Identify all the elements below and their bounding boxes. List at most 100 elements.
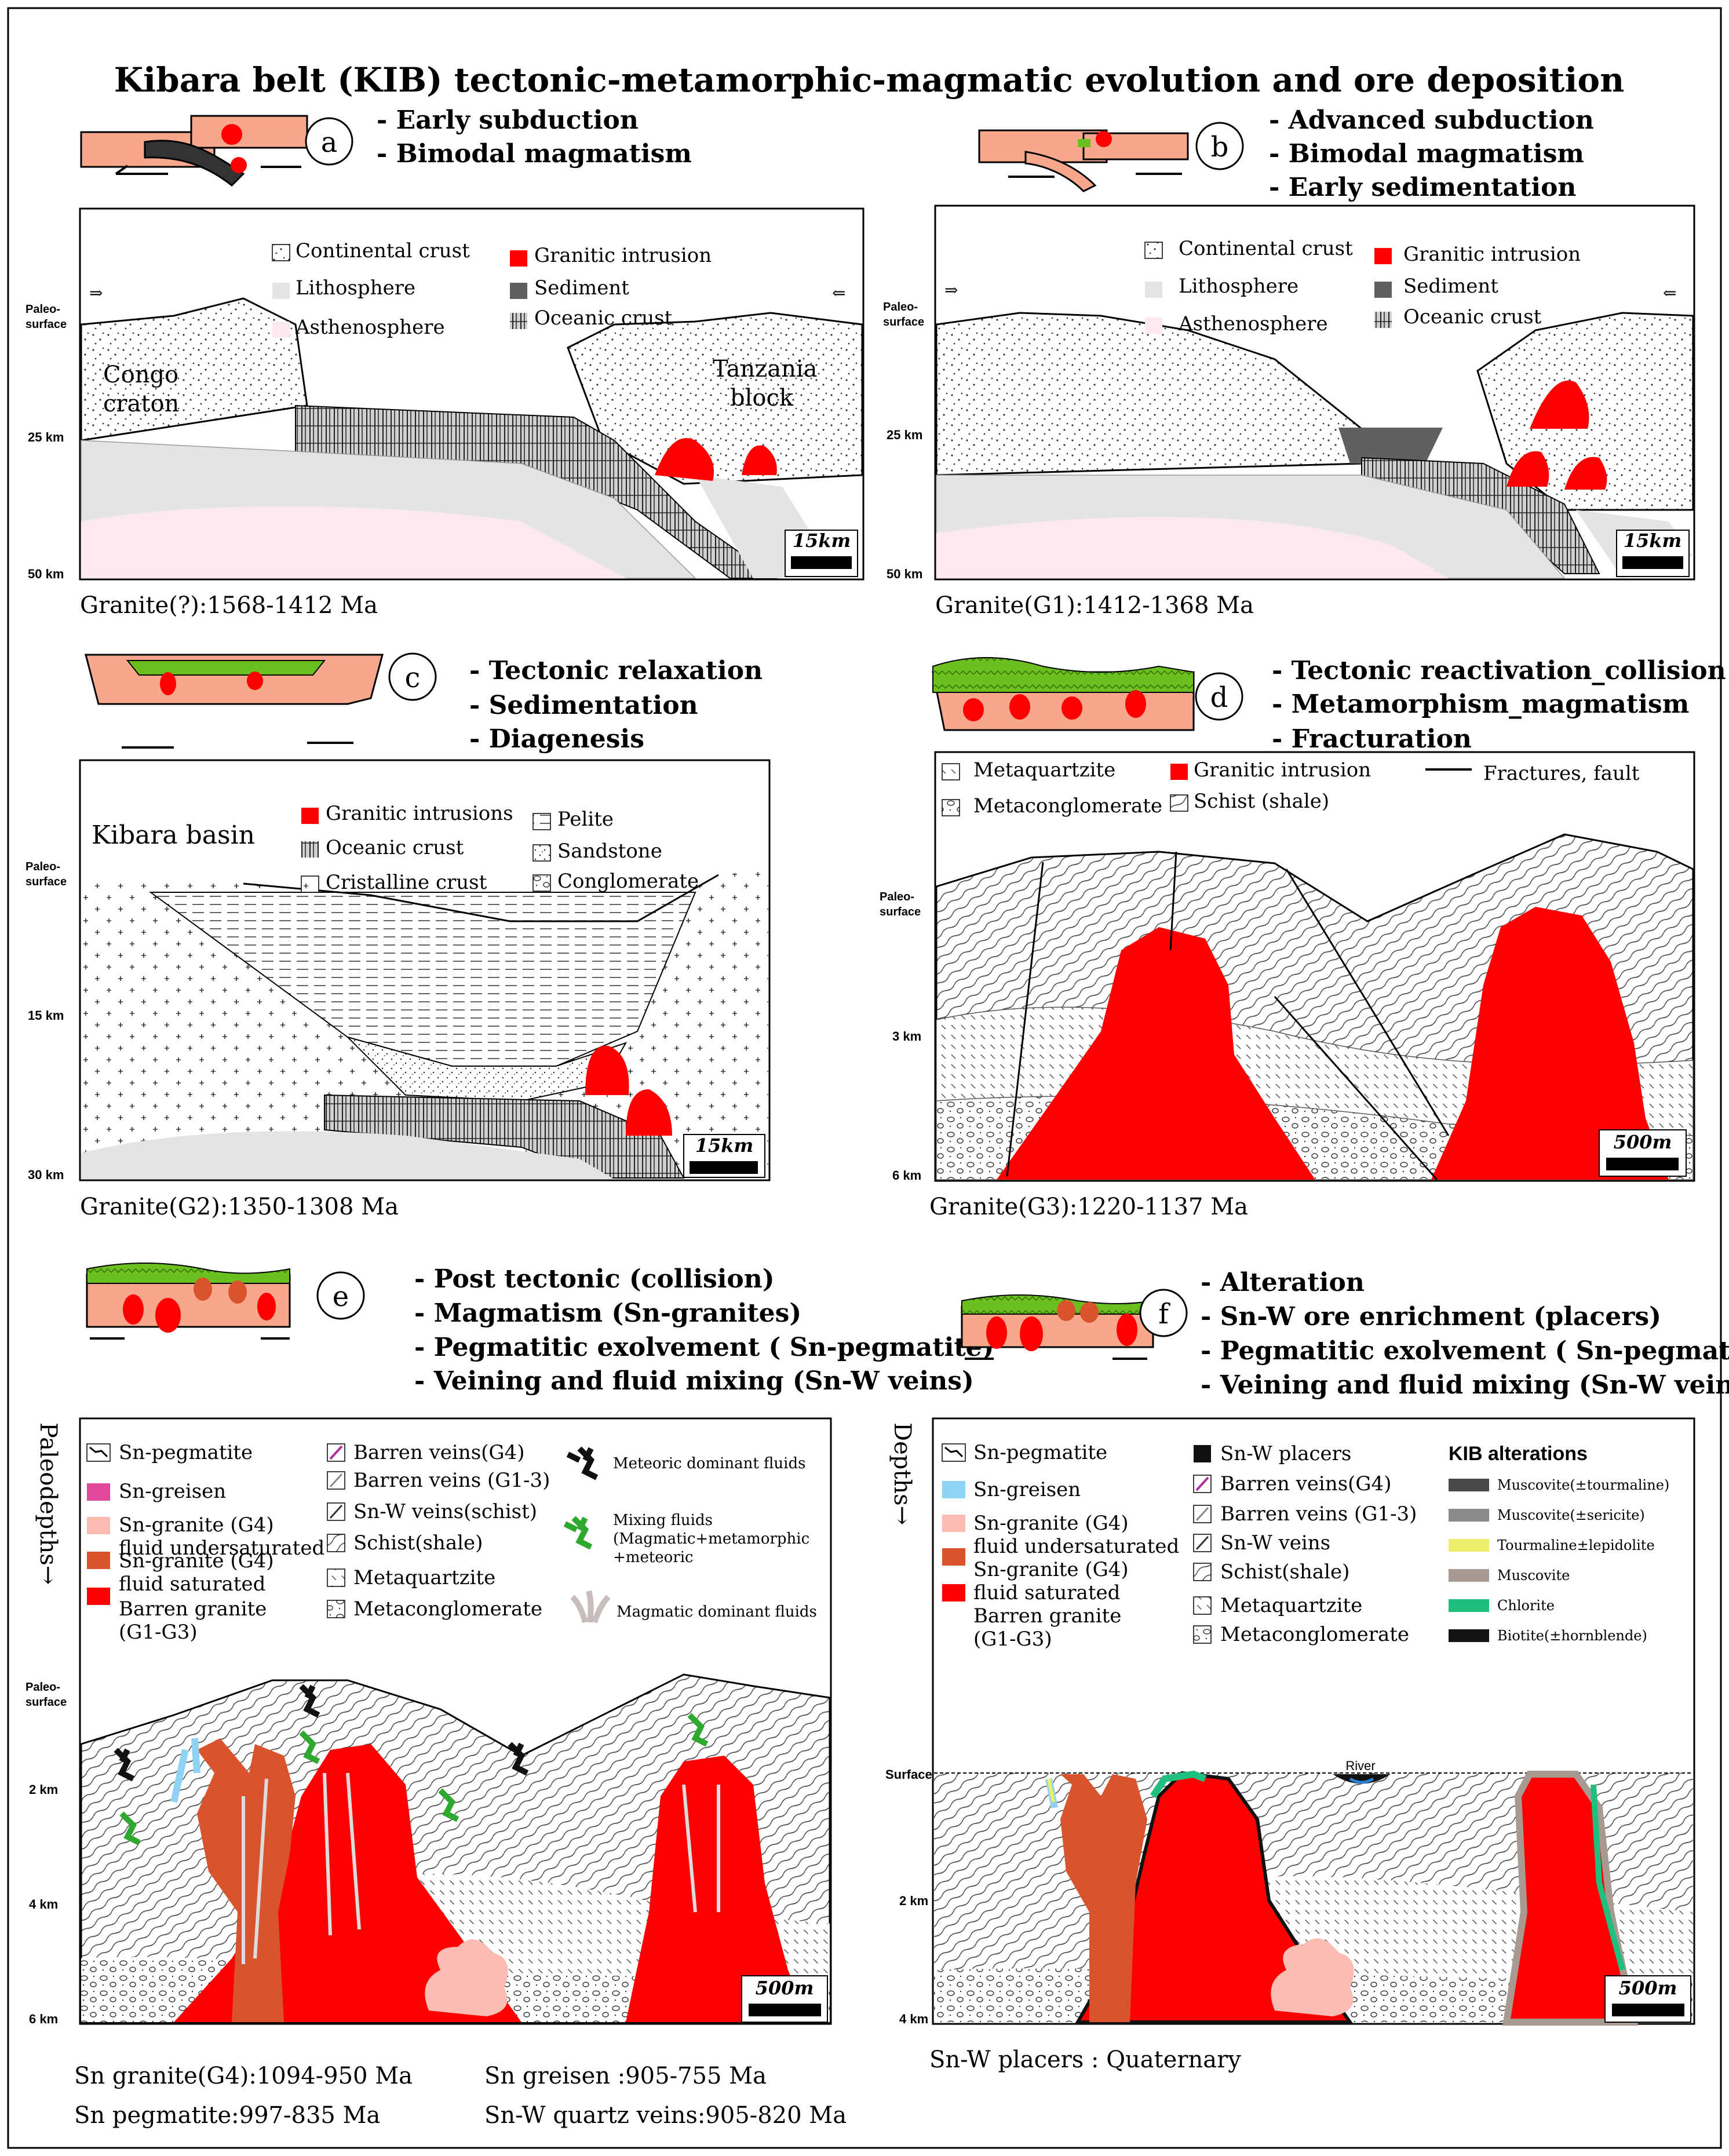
panel-e-legend-sn-granite-sat-1: Sn-granite (G4) <box>119 1549 274 1573</box>
panel-a-axis-top-2: surface <box>25 318 67 331</box>
panel-b-scale: 15km <box>1624 530 1682 552</box>
panel-f-sketch <box>961 1294 1154 1360</box>
panel-d-legend-metaquartzite: Metaquartzite <box>973 758 1115 782</box>
panel-e-age-2: Sn pegmatite:997-835 Ma <box>74 2102 380 2129</box>
panel-c-legend-conglomerate: Conglomerate <box>557 870 699 893</box>
panel-e-note-2: - Magmatism (Sn-granites) <box>414 1298 801 1328</box>
panel-e-legend-sn-greisen: Sn-greisen <box>119 1480 226 1503</box>
panel-e-axis-4km: 4 km <box>29 1897 58 1911</box>
panel-f-section <box>934 1770 1693 2026</box>
panel-e-section <box>80 1673 831 2023</box>
panel-f-legend-barren-granite-2: (G1-G3) <box>973 1628 1052 1651</box>
panel-c-basin-label: Kibara basin <box>92 820 255 850</box>
panel-c-legend-granitic: Granitic intrusions <box>326 802 513 825</box>
panel-a-axis-top-1: Paleo- <box>25 303 60 316</box>
panel-c-axis-bottom: 30 km <box>28 1168 64 1182</box>
panel-a-legend-lithosphere: Lithosphere <box>296 276 415 300</box>
panel-b-note-2: - Bimodal magmatism <box>1269 139 1584 169</box>
panel-e-legend-sn-granite-under-2: fluid undersaturated <box>119 1537 324 1560</box>
panel-e-letter: e <box>333 1281 349 1313</box>
panel-e-legend-metaconglomerate: Metaconglomerate <box>353 1597 542 1621</box>
panel-c-legend-oceanic: Oceanic crust <box>326 836 464 859</box>
panel-b-arrow-right: ⇐ <box>1663 283 1676 302</box>
panel-a-letter: a <box>321 126 338 159</box>
panel-e-legend-barren-granite-2: (G1-G3) <box>119 1621 198 1644</box>
panel-d-letter: d <box>1210 681 1228 714</box>
panel-a-legend-oceanic: Oceanic crust <box>534 307 673 330</box>
panel-e-scale-bar <box>749 2004 821 2016</box>
panel-f-side-label: Depths→ <box>889 1422 915 1525</box>
panel-a-legend-granitic: Granitic intrusion <box>534 244 712 267</box>
panel-c-sketch <box>85 654 384 749</box>
panel-e-sketch <box>86 1263 291 1340</box>
panel-c-letter: c <box>405 662 421 694</box>
panel-b-arrow-left: ⇒ <box>944 280 958 300</box>
panel-f-axis-2km: 2 km <box>899 1894 928 1908</box>
panel-c-note-1: - Tectonic relaxation <box>469 656 763 685</box>
alteration-label-1: Muscovite(±sericite) <box>1497 1507 1645 1523</box>
panel-f-note-2: - Sn-W ore enrichment (placers) <box>1201 1302 1661 1331</box>
panel-e-legend-meteoric: Meteoric dominant fluids <box>613 1455 805 1472</box>
panel-e-age-1: Sn granite(G4):1094-950 Ma <box>74 2063 413 2089</box>
panel-e-axis-2km: 2 km <box>29 1782 58 1797</box>
panel-a-scale: 15km <box>793 530 851 552</box>
panel-d-note-2: - Metamorphism_magmatism <box>1272 690 1689 719</box>
panel-f-legend-snw-veins: Sn-W veins <box>1220 1531 1330 1555</box>
panel-e-legend <box>86 1443 111 1605</box>
panel-e-axis-top-2: surface <box>25 1696 67 1709</box>
figure-border <box>7 7 1722 2149</box>
panel-b-note-3: - Early sedimentation <box>1269 173 1576 202</box>
panel-d-note-3: - Fracturation <box>1272 724 1472 754</box>
panel-f-legend-sn-granite-under-2: fluid undersaturated <box>973 1535 1179 1558</box>
panel-e-legend-sn-pegmatite: Sn-pegmatite <box>119 1441 253 1464</box>
panel-f-legend-snw-placers: Sn-W placers <box>1220 1442 1351 1465</box>
panel-a-letter-circle <box>305 117 353 166</box>
panel-e-note-1: - Post tectonic (collision) <box>414 1264 775 1294</box>
panel-b-legend-granitic: Granitic intrusion <box>1403 243 1581 266</box>
panel-a-arrow-left: ⇒ <box>89 283 103 302</box>
panel-c-scale: 15km <box>695 1134 754 1157</box>
panel-f-axis-4km: 4 km <box>899 2012 928 2026</box>
panel-d-letter-circle <box>1195 672 1243 721</box>
panel-a-age: Granite(?):1568-1412 Ma <box>80 592 378 619</box>
panel-a-axis-mid: 25 km <box>28 430 64 444</box>
panel-f-legend-sn-granite-under-1: Sn-granite (G4) <box>973 1512 1129 1535</box>
panel-b-legend-asthenosphere: Asthenosphere <box>1178 312 1328 335</box>
panel-f-legend-sn-greisen: Sn-greisen <box>973 1478 1081 1501</box>
panel-a: a - Early subduction - Bimodal magmatism… <box>25 105 864 619</box>
panel-a-scale-bar <box>791 556 852 569</box>
panel-a-legend-continental: Continental crust <box>296 239 470 262</box>
panel-c-scale-bar <box>690 1161 758 1174</box>
panel-e-note-3: - Pegmatitic exolvement ( Sn-pegmatite) <box>414 1333 994 1362</box>
panel-e-legend-sn-granite-under-1: Sn-granite (G4) <box>119 1513 274 1537</box>
panel-f-scale-bar <box>1612 2004 1684 2016</box>
panel-f-letter: f <box>1158 1298 1170 1330</box>
panel-d-scale-bar <box>1606 1158 1679 1170</box>
panel-d-section <box>935 833 1694 1181</box>
panel-e-age-3: Sn greisen :905-755 Ma <box>484 2063 767 2089</box>
panel-e-legend-magmatic: Magmatic dominant fluids <box>617 1603 817 1621</box>
panel-f-letter-circle <box>1139 1289 1188 1337</box>
panel-d-sketch <box>932 657 1195 731</box>
panel-e-scale: 500m <box>756 1977 814 1999</box>
alteration-swatch-2 <box>1449 1539 1489 1552</box>
panel-f-legend-metaconglomerate: Metaconglomerate <box>1220 1623 1409 1646</box>
panel-f-river-label: River <box>1345 1759 1375 1773</box>
panel-c-note-2: - Sedimentation <box>469 691 698 720</box>
panel-a-legend-sediment: Sediment <box>534 276 629 300</box>
panel-d-axis-mid: 3 km <box>892 1029 921 1044</box>
panel-c-section <box>81 869 768 1179</box>
panel-b: b - Advanced subduction - Bimodal magmat… <box>883 105 1695 619</box>
panel-b-legend-oceanic: Oceanic crust <box>1403 305 1542 329</box>
panel-c-axis-top-1: Paleo- <box>25 860 60 873</box>
panel-e-legend-barren-g13: Barren veins (G1-3) <box>353 1469 550 1492</box>
panel-e-meteoric-icon <box>566 1446 599 1480</box>
panel-e-legend-mixing-1: Mixing fluids <box>613 1512 713 1529</box>
panel-f-alteration-title: KIB alterations <box>1449 1443 1588 1465</box>
panel-e-age-4: Sn-W quartz veins:905-820 Ma <box>484 2102 847 2129</box>
panel-d-legend-granitic: Granitic intrusion <box>1194 758 1371 782</box>
panel-b-axis-top-1: Paleo- <box>883 301 918 313</box>
panel-e-letter-circle <box>316 1271 365 1320</box>
panel-b-legend-continental: Continental crust <box>1179 237 1353 260</box>
